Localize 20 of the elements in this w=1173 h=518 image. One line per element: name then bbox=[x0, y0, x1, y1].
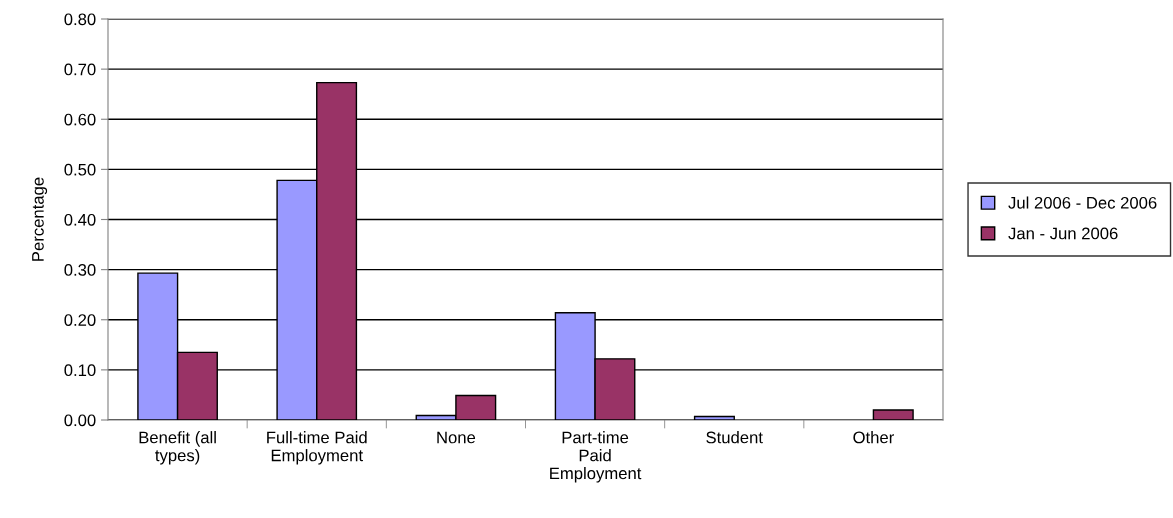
y-axis-title: Percentage bbox=[32, 177, 48, 261]
x-tick-label: Part-time Paid Employment bbox=[550, 431, 642, 483]
x-tick-label: None bbox=[437, 431, 476, 444]
y-tick-label: 0.00 bbox=[64, 414, 96, 427]
x-tick-label: Student bbox=[706, 431, 763, 444]
x-tick-label: Benefit (all types) bbox=[139, 431, 216, 465]
y-tick-label: 0.50 bbox=[64, 163, 96, 176]
y-tick-label: 0.20 bbox=[64, 314, 96, 326]
y-tick-label: 0.10 bbox=[64, 364, 96, 377]
y-tick-label: 0.80 bbox=[64, 13, 96, 26]
bar bbox=[693, 415, 735, 420]
legend-label: Jan - Jun 2006 bbox=[1008, 227, 1118, 240]
y-tick-label: 0.40 bbox=[64, 213, 96, 226]
y-tick-label: 0.70 bbox=[64, 63, 96, 76]
x-tick-label: Other bbox=[853, 431, 894, 444]
x-tick-label: Full-time Paid Employment bbox=[267, 431, 367, 465]
y-tick-label: 0.30 bbox=[64, 264, 96, 276]
bar bbox=[872, 409, 914, 420]
legend-label: Jul 2006 - Dec 2006 bbox=[1008, 196, 1157, 209]
y-tick-label: 0.60 bbox=[64, 113, 96, 126]
